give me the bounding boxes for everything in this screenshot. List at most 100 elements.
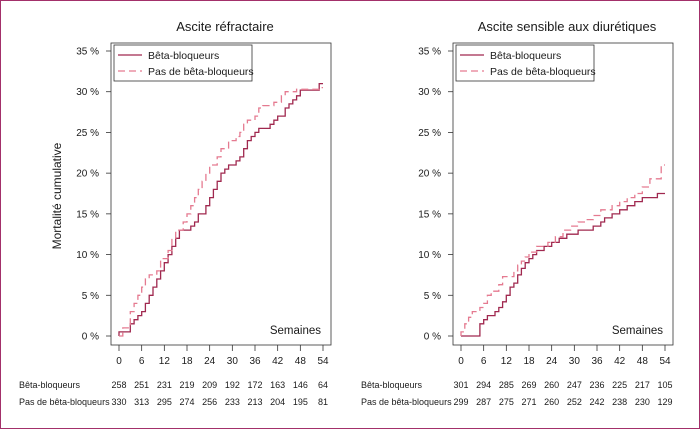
x-tick-label: 18 xyxy=(181,356,193,367)
chart-panel-1: Ascite réfractaire 0 % 5 % 10 % 15 % 20 % 25 %… xyxy=(19,19,332,407)
x-axis-label: Semaines xyxy=(612,325,663,337)
x-tick-label: 36 xyxy=(249,356,261,367)
x-tick-label: 0 xyxy=(116,356,122,367)
risk-count: 192 xyxy=(225,380,240,390)
x-tick-label: 42 xyxy=(614,356,626,367)
x-tick-label: 48 xyxy=(637,356,649,367)
legend-box xyxy=(113,44,253,82)
plot-box xyxy=(110,42,332,346)
risk-count: 219 xyxy=(179,380,194,390)
y-tick-label: 30 % xyxy=(418,87,441,98)
legend-box xyxy=(455,44,595,82)
x-tick-label: 6 xyxy=(481,356,487,367)
risk-count: 163 xyxy=(270,380,285,390)
chart-panel-2: Ascite sensible aux diurétiques 0 % 5 % 10 … xyxy=(361,19,674,407)
risk-count: 252 xyxy=(567,397,582,407)
risk-count: 233 xyxy=(225,397,240,407)
risk-row-label: Bêta-bloqueurs xyxy=(361,380,423,390)
x-tick-label: 30 xyxy=(227,356,239,367)
x-tick-label: 24 xyxy=(546,356,558,367)
y-tick-label: 0 % xyxy=(82,332,99,343)
risk-row-label: Bêta-bloqueurs xyxy=(19,380,81,390)
risk-count: 274 xyxy=(179,397,194,407)
risk-count: 260 xyxy=(544,397,559,407)
risk-count: 301 xyxy=(453,380,468,390)
y-tick-label: 0 % xyxy=(424,332,441,343)
risk-count: 64 xyxy=(318,380,328,390)
series-line-beta-bloqueurs xyxy=(118,82,323,336)
plot-box xyxy=(452,42,674,346)
y-tick-label: 15 % xyxy=(76,209,99,220)
risk-count: 129 xyxy=(657,397,672,407)
x-tick-label: 12 xyxy=(501,356,513,367)
y-tick-label: 25 % xyxy=(418,128,441,139)
risk-count: 269 xyxy=(521,380,536,390)
risk-count: 225 xyxy=(612,380,627,390)
series-line-pas-de-beta-bloqueurs xyxy=(119,86,323,337)
x-tick-label: 42 xyxy=(272,356,284,367)
y-axis-label: Mortalité cumulative xyxy=(50,142,64,249)
y-tick-label: 5 % xyxy=(82,291,99,302)
y-tick-label: 35 % xyxy=(76,47,99,58)
risk-row-label: Pas de bêta-bloqueurs xyxy=(361,397,452,407)
risk-count: 285 xyxy=(499,380,514,390)
risk-count: 271 xyxy=(521,397,536,407)
risk-count: 258 xyxy=(111,380,126,390)
panel-title: Ascite sensible aux diurétiques xyxy=(478,19,657,34)
risk-count: 204 xyxy=(270,397,285,407)
risk-count: 299 xyxy=(453,397,468,407)
risk-count: 242 xyxy=(589,397,604,407)
risk-count: 238 xyxy=(612,397,627,407)
risk-count: 256 xyxy=(202,397,217,407)
risk-count: 275 xyxy=(499,397,514,407)
risk-count: 213 xyxy=(247,397,262,407)
legend-label: Bêta-bloqueurs xyxy=(148,50,219,62)
risk-count: 260 xyxy=(544,380,559,390)
risk-count: 236 xyxy=(589,380,604,390)
risk-count: 295 xyxy=(157,397,172,407)
risk-count: 209 xyxy=(202,380,217,390)
risk-count: 105 xyxy=(657,380,672,390)
y-tick-label: 20 % xyxy=(76,169,99,180)
y-tick-label: 25 % xyxy=(76,128,99,139)
x-tick-label: 54 xyxy=(317,356,329,367)
risk-count: 81 xyxy=(318,397,328,407)
x-tick-label: 54 xyxy=(659,356,671,367)
risk-count: 313 xyxy=(134,397,149,407)
risk-count: 217 xyxy=(635,380,650,390)
y-tick-label: 10 % xyxy=(418,250,441,261)
risk-count: 231 xyxy=(157,380,172,390)
x-tick-label: 30 xyxy=(569,356,581,367)
risk-count: 330 xyxy=(111,397,126,407)
x-tick-label: 48 xyxy=(295,356,307,367)
y-tick-label: 35 % xyxy=(418,47,441,58)
x-tick-label: 0 xyxy=(458,356,464,367)
x-tick-label: 18 xyxy=(523,356,535,367)
x-axis-label: Semaines xyxy=(270,325,321,337)
risk-count: 251 xyxy=(134,380,149,390)
risk-count: 172 xyxy=(247,380,262,390)
x-tick-label: 24 xyxy=(204,356,216,367)
y-tick-label: 10 % xyxy=(76,250,99,261)
panel-title: Ascite réfractaire xyxy=(176,19,274,34)
x-tick-label: 6 xyxy=(139,356,145,367)
y-tick-label: 30 % xyxy=(76,87,99,98)
risk-count: 146 xyxy=(293,380,308,390)
legend-label: Pas de bêta-bloqueurs xyxy=(148,66,254,78)
legend-label: Bêta-bloqueurs xyxy=(490,50,561,62)
risk-count: 247 xyxy=(567,380,582,390)
series-line-beta-bloqueurs xyxy=(461,192,665,337)
risk-count: 230 xyxy=(635,397,650,407)
series-line-pas-de-beta-bloqueurs xyxy=(460,164,665,336)
y-tick-label: 5 % xyxy=(424,291,441,302)
risk-row-label: Pas de bêta-bloqueurs xyxy=(19,397,110,407)
risk-count: 195 xyxy=(293,397,308,407)
risk-count: 294 xyxy=(476,380,491,390)
legend-label: Pas de bêta-bloqueurs xyxy=(490,66,596,78)
y-tick-label: 20 % xyxy=(418,169,441,180)
x-tick-label: 12 xyxy=(159,356,171,367)
risk-count: 287 xyxy=(476,397,491,407)
x-tick-label: 36 xyxy=(591,356,603,367)
